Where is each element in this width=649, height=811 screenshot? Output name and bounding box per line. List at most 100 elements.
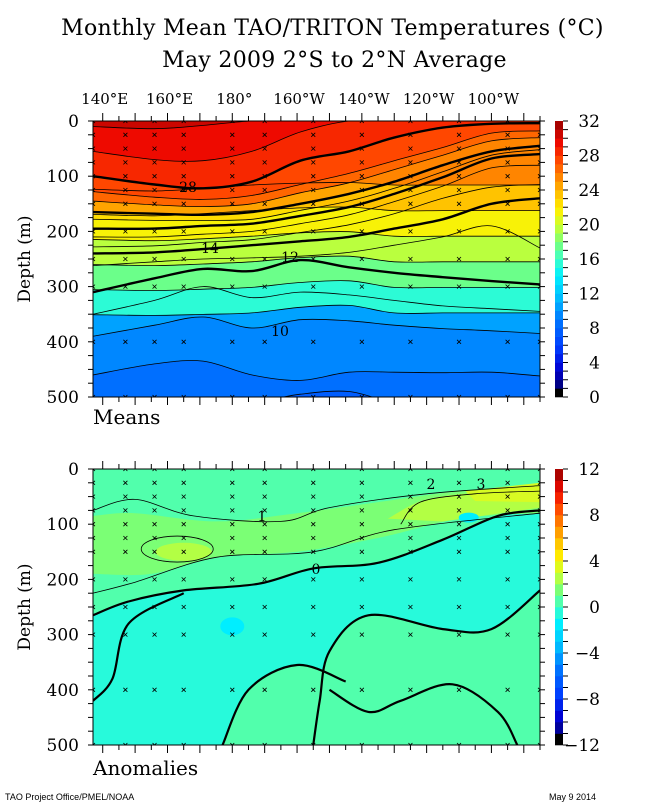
sample-marker — [262, 632, 267, 637]
sample-marker — [93, 132, 96, 138]
anomaly-contour-label: 2 — [427, 477, 436, 493]
sample-marker — [123, 339, 128, 345]
colorbar-swatch — [555, 492, 563, 504]
sample-marker — [93, 121, 96, 124]
sample-marker — [310, 121, 316, 124]
means-contour-26 — [93, 137, 540, 208]
means-band-30 — [93, 121, 540, 129]
colorbar-label: 20 — [578, 216, 600, 236]
sample-marker — [93, 256, 96, 262]
sample-marker — [93, 521, 96, 527]
y-tick-label: 400 — [47, 333, 79, 353]
sample-marker — [359, 160, 365, 165]
colorbar-swatch — [555, 207, 563, 217]
y-tick-label: 500 — [47, 736, 79, 756]
colorbar-label: 12 — [578, 285, 600, 305]
colorbar-swatch — [555, 198, 563, 208]
sample-marker — [505, 480, 510, 486]
colorbar-swatch — [555, 710, 563, 723]
sample-marker — [93, 339, 96, 345]
sample-marker — [262, 742, 267, 745]
sample-marker — [505, 339, 510, 345]
sample-marker — [537, 494, 540, 499]
sample-marker — [359, 535, 365, 541]
sample-marker — [181, 173, 186, 179]
sample-marker — [456, 687, 462, 693]
sample-marker — [123, 549, 128, 555]
sample-marker — [505, 521, 510, 527]
sample-marker — [537, 173, 540, 179]
sample-marker — [123, 577, 128, 582]
colorbar-swatch — [555, 388, 563, 398]
chart-subtitle: May 2009 2°S to 2°N Average — [162, 48, 507, 73]
sample-marker — [310, 394, 316, 397]
means-contour-14 — [93, 197, 540, 255]
colorbar-label: 28 — [578, 147, 600, 167]
colorbar-swatch — [555, 653, 563, 665]
sample-marker — [359, 521, 365, 527]
sample-marker — [359, 549, 365, 555]
sample-marker — [152, 146, 157, 151]
sample-marker — [123, 146, 128, 151]
sample-marker — [181, 549, 186, 555]
colorbar-swatch — [555, 538, 563, 550]
sample-marker — [230, 187, 235, 193]
sample-marker — [310, 201, 316, 207]
sample-marker — [181, 521, 186, 527]
means-contour-19 — [93, 255, 540, 267]
sample-marker — [537, 121, 540, 124]
sample-marker — [93, 632, 96, 637]
sample-marker — [262, 339, 267, 345]
sample-marker — [537, 284, 540, 289]
sample-marker — [408, 160, 413, 165]
sample-marker — [505, 187, 510, 193]
sample-marker — [408, 229, 413, 234]
anomaly-contour-0 — [93, 509, 540, 617]
sample-marker — [408, 494, 413, 499]
sample-marker — [123, 132, 128, 138]
sample-marker — [230, 604, 235, 610]
colorbar-swatch — [555, 319, 563, 329]
sample-marker — [93, 146, 96, 151]
sample-marker — [262, 687, 267, 693]
sample-marker — [456, 632, 462, 637]
colorbar-swatch — [555, 561, 563, 573]
y-tick-label: 100 — [47, 167, 79, 187]
sample-marker — [181, 508, 186, 513]
sample-marker — [123, 687, 128, 693]
sample-marker — [123, 494, 128, 499]
sample-marker — [456, 577, 462, 582]
sample-marker — [456, 229, 462, 234]
sample-marker — [262, 494, 267, 499]
sample-marker — [93, 201, 96, 207]
anomaly-contour-label: 0 — [312, 562, 321, 578]
anomaly-contour-2 — [400, 490, 540, 525]
sample-marker — [505, 469, 510, 472]
sample-marker — [152, 132, 157, 138]
colorbar-swatch — [555, 164, 563, 174]
footer-date: May 9 2014 — [548, 792, 596, 802]
colorbar-swatch — [555, 733, 563, 746]
sample-marker — [262, 160, 267, 165]
colorbar-label: 8 — [589, 319, 600, 339]
means-contour-label: 28 — [179, 180, 197, 196]
colorbar-swatch — [555, 276, 563, 286]
sample-marker — [537, 256, 540, 262]
colorbar-swatch — [555, 572, 563, 585]
colorbar-label: 16 — [578, 250, 600, 270]
anomaly-contour-label: 3 — [477, 477, 486, 493]
sample-marker — [537, 394, 540, 397]
sample-marker — [359, 256, 365, 262]
sample-marker — [505, 173, 510, 179]
means-contour-13 — [93, 225, 540, 267]
sample-marker — [152, 549, 157, 555]
sample-marker — [408, 284, 413, 289]
sample-marker — [181, 742, 186, 745]
sample-marker — [359, 687, 365, 693]
colorbar-swatch — [555, 353, 563, 363]
sample-marker — [152, 256, 157, 262]
sample-marker — [505, 535, 510, 541]
sample-marker — [408, 508, 413, 513]
means-contour-16 — [93, 184, 540, 248]
means-colorbar: 32 28 24 20 16 12 8 4 0 — [555, 112, 600, 408]
